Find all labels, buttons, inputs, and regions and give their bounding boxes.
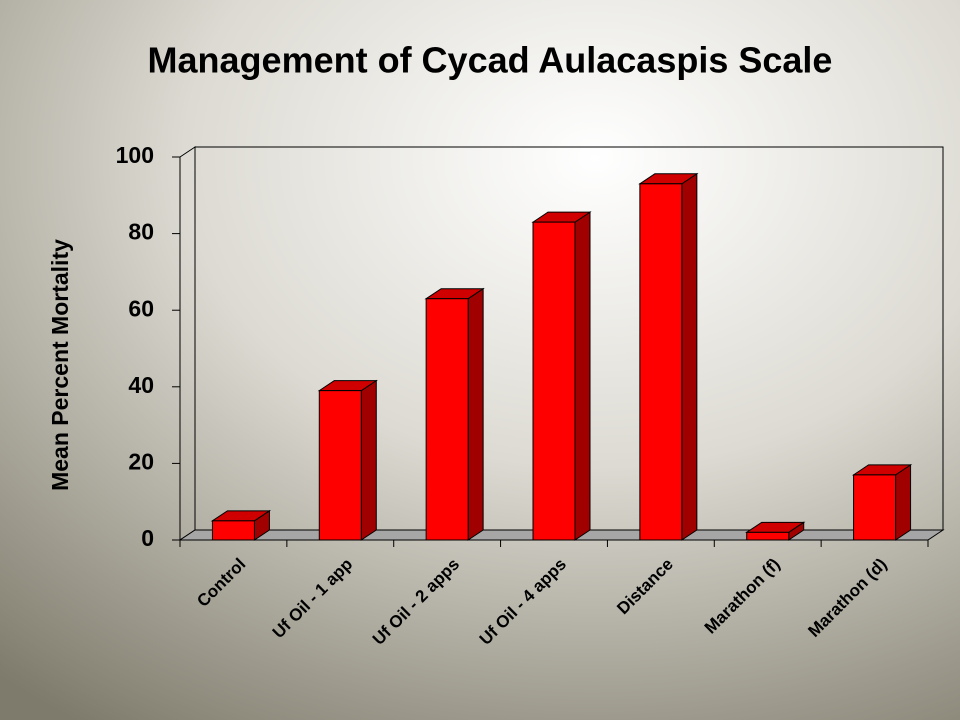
- bar: [639, 183, 683, 541]
- y-tick-label: 60: [128, 295, 154, 321]
- y-tick-label: 80: [128, 219, 154, 245]
- y-tick-label: 100: [116, 142, 154, 168]
- bar: [746, 531, 790, 541]
- bar-side: [681, 172, 698, 541]
- y-axis-title: Mean Percent Mortality: [47, 239, 73, 491]
- bar: [425, 298, 469, 541]
- bar: [532, 221, 576, 541]
- bar-side: [574, 211, 591, 541]
- bar-side: [467, 287, 484, 541]
- y-tick-label: 20: [128, 448, 154, 474]
- bar-side: [360, 379, 377, 541]
- bar-side: [895, 463, 912, 541]
- bar: [853, 474, 897, 541]
- chart-title: Management of Cycad Aulacaspis Scale: [148, 40, 833, 81]
- bar: [211, 520, 255, 541]
- bar: [318, 390, 362, 541]
- y-tick-label: 0: [141, 525, 154, 551]
- y-tick-label: 40: [128, 372, 154, 398]
